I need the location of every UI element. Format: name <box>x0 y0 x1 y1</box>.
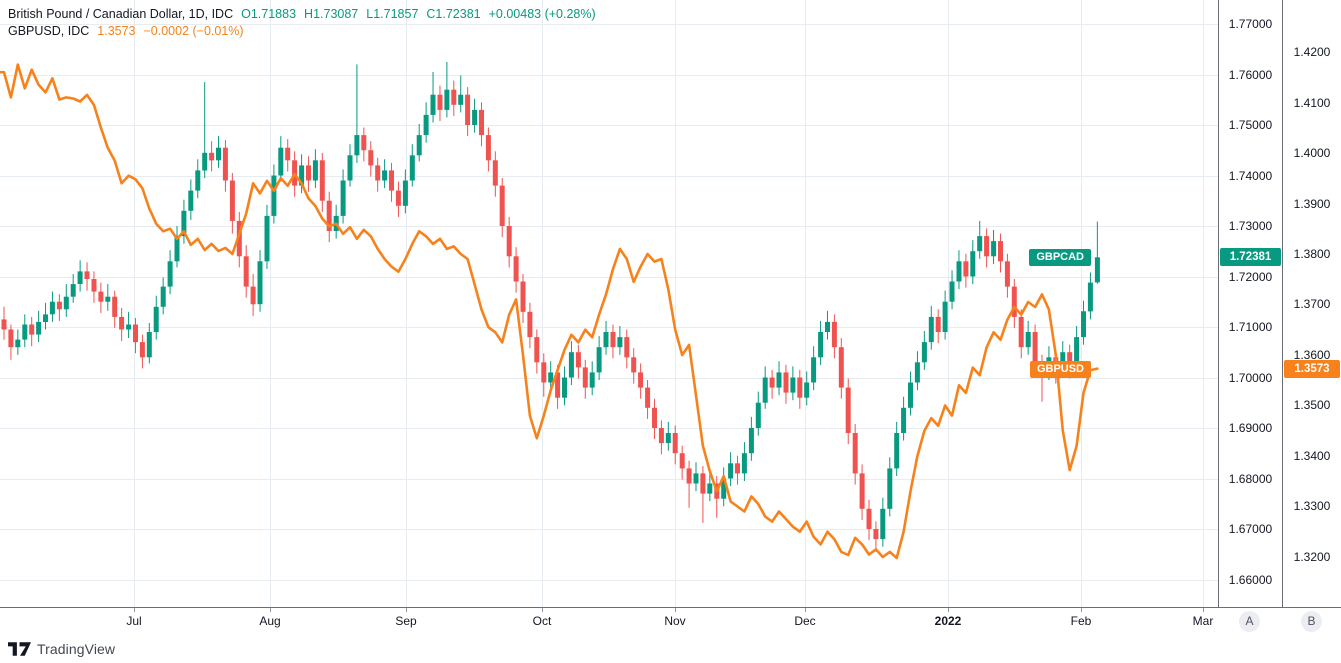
gbpcad-last-price-badge: 1.72381 <box>1220 248 1281 266</box>
axis-b-tick-label: 1.4200 <box>1293 45 1331 59</box>
axis-b-tick-label: 1.3600 <box>1293 348 1331 362</box>
gbpusd-series-label-badge: GBPUSD <box>1029 361 1091 378</box>
gbpusd-last-price-badge: 1.3573 <box>1284 360 1340 378</box>
ohlc-close: C1.72381 <box>426 6 481 21</box>
time-axis-tick <box>406 608 407 612</box>
time-axis-tick <box>948 608 949 612</box>
axis-b-tick-label: 1.3900 <box>1293 197 1331 211</box>
time-axis-label: Jul <box>126 614 142 628</box>
overlay-last-price: 1.3573 <box>97 23 136 38</box>
tradingview-logo[interactable]: TradingView <box>8 641 115 657</box>
price-axis-gbpcad[interactable]: 1.72381 1.77000 1.76000 1.75000 1.74000 1.73… <box>1218 0 1282 634</box>
axis-a-tick-label: 1.73000 <box>1228 219 1273 233</box>
chart-legend: British Pound / Canadian Dollar, 1D, IDC… <box>8 5 596 39</box>
time-axis-tick <box>675 608 676 612</box>
time-axis-tick <box>270 608 271 612</box>
scale-a-button[interactable]: A <box>1239 611 1260 632</box>
price-axis-gbpusd[interactable]: 1.3573 1.4200 1.4100 1.4000 1.3900 1.3800 1.3… <box>1282 0 1341 634</box>
ohlc-high: H1.73087 <box>304 6 359 21</box>
gbpcad-series-label-badge: GBPCAD <box>1029 249 1091 266</box>
time-axis-label: Oct <box>532 614 552 628</box>
overlay-change: −0.0002 (−0.01%) <box>143 23 244 38</box>
time-axis-tick <box>1203 608 1204 612</box>
axis-a-tick-label: 1.76000 <box>1228 68 1273 82</box>
legend-row-gbpusd[interactable]: GBPUSD, IDC 1.3573 −0.0002 (−0.01%) <box>8 22 596 39</box>
legend-row-gbpcad[interactable]: British Pound / Canadian Dollar, 1D, IDC… <box>8 5 596 22</box>
time-axis-label: Sep <box>395 614 417 628</box>
time-axis-tick <box>805 608 806 612</box>
time-axis[interactable]: Jul Aug Sep Oct Nov Dec 2022 Feb Mar <box>0 607 1341 635</box>
time-axis-tick <box>1081 608 1082 612</box>
axis-a-tick-label: 1.72000 <box>1228 270 1273 284</box>
axis-a-tick-label: 1.66000 <box>1228 573 1273 587</box>
axis-b-tick-label: 1.4100 <box>1293 96 1331 110</box>
axis-a-tick-label: 1.68000 <box>1228 472 1273 486</box>
ohlc-open: O1.71883 <box>241 6 297 21</box>
time-axis-tick <box>542 608 543 612</box>
time-axis-label: Dec <box>794 614 816 628</box>
axis-b-tick-label: 1.3300 <box>1293 499 1331 513</box>
axis-a-tick-label: 1.69000 <box>1228 421 1273 435</box>
axis-a-tick-label: 1.77000 <box>1228 17 1273 31</box>
symbol-title: British Pound / Canadian Dollar, 1D, IDC <box>8 6 234 21</box>
axis-b-tick-label: 1.3400 <box>1293 449 1331 463</box>
axis-a-tick-label: 1.70000 <box>1228 371 1273 385</box>
bottom-bar: TradingView <box>0 634 1341 663</box>
ohlc-change: +0.00483 (+0.28%) <box>488 6 596 21</box>
time-axis-label: Feb <box>1070 614 1092 628</box>
candlestick-line-chart <box>0 0 1218 607</box>
axis-b-tick-label: 1.3500 <box>1293 398 1331 412</box>
time-axis-label: 2022 <box>934 614 962 628</box>
axis-a-tick-label: 1.71000 <box>1228 320 1273 334</box>
axis-a-tick-label: 1.67000 <box>1228 522 1273 536</box>
tradingview-logo-text: TradingView <box>37 641 116 657</box>
axis-a-tick-label: 1.74000 <box>1228 169 1273 183</box>
time-axis-label: Aug <box>259 614 281 628</box>
scale-b-button[interactable]: B <box>1301 611 1322 632</box>
time-axis-label: Mar <box>1192 614 1214 628</box>
axis-b-tick-label: 1.3800 <box>1293 247 1331 261</box>
time-axis-tick <box>134 608 135 612</box>
time-axis-label: Nov <box>664 614 686 628</box>
axis-b-tick-label: 1.3200 <box>1293 550 1331 564</box>
axis-b-tick-label: 1.4000 <box>1293 146 1331 160</box>
axis-a-tick-label: 1.75000 <box>1228 118 1273 132</box>
tradingview-logo-icon <box>8 642 31 656</box>
ohlc-low: L1.71857 <box>366 6 419 21</box>
axis-b-tick-label: 1.3700 <box>1293 297 1331 311</box>
price-chart-area[interactable]: British Pound / Canadian Dollar, 1D, IDC… <box>0 0 1218 607</box>
overlay-symbol-title: GBPUSD, IDC <box>8 23 90 38</box>
